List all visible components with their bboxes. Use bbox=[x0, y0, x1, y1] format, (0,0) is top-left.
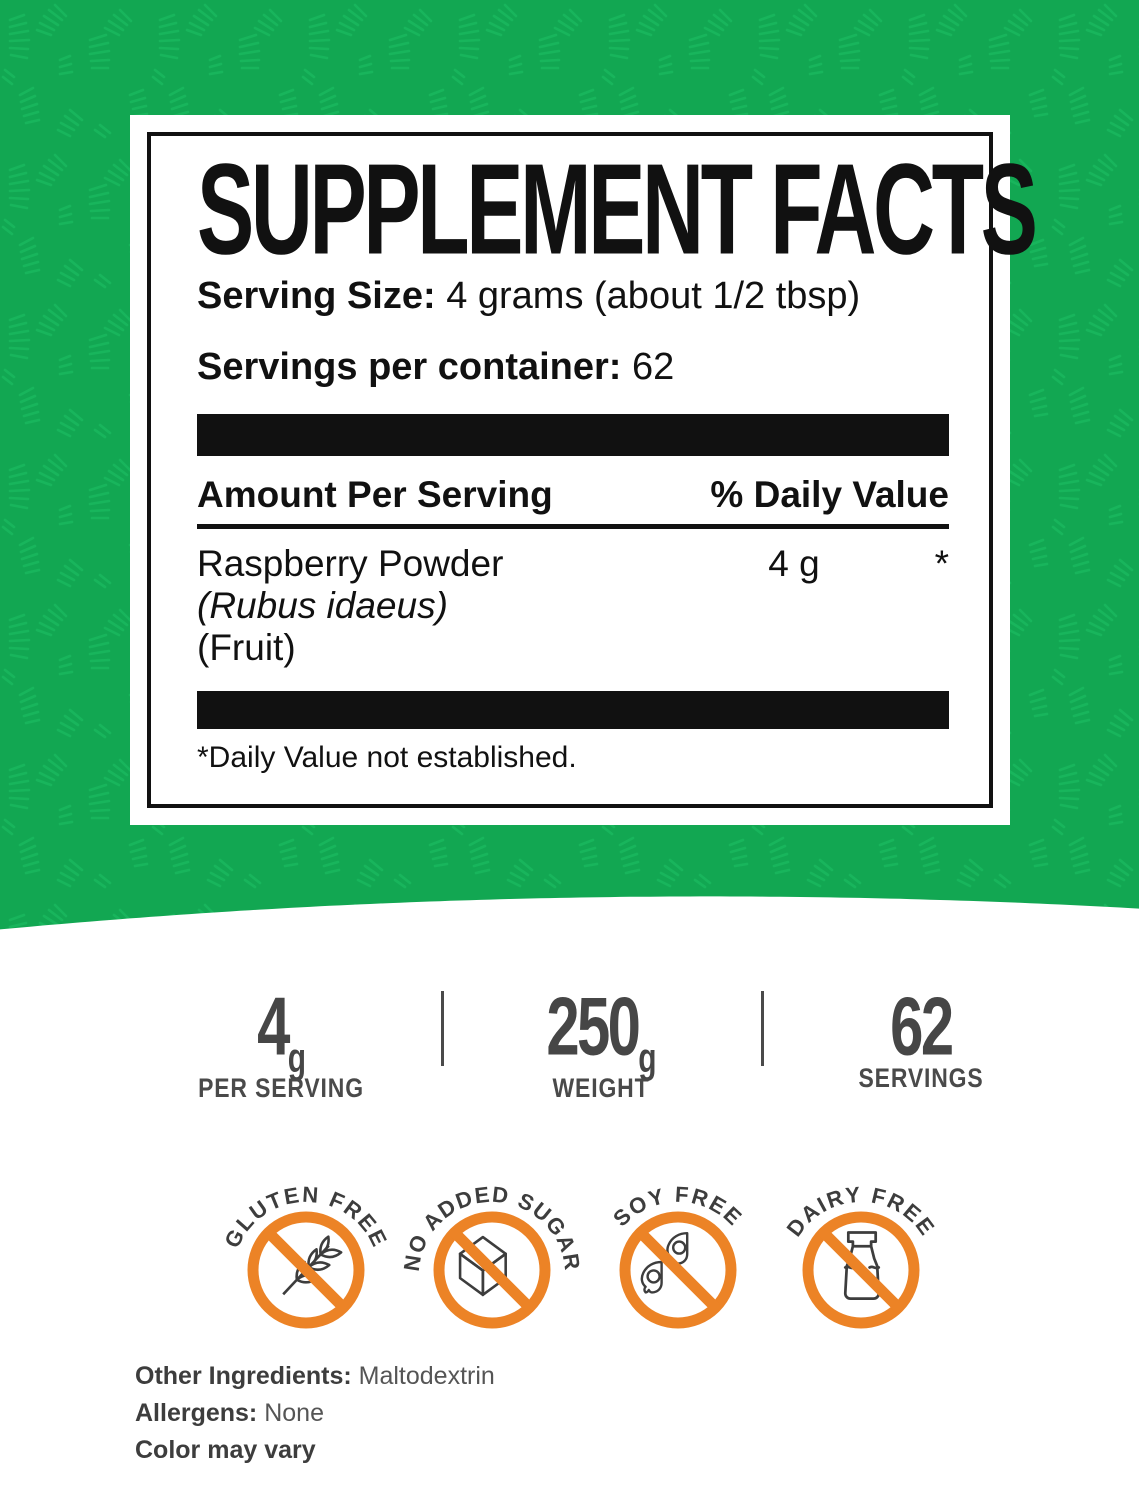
svg-text:NO ADDED SUGAR: NO ADDED SUGAR bbox=[399, 1182, 585, 1273]
svg-text:SOY FREE: SOY FREE bbox=[608, 1182, 748, 1232]
